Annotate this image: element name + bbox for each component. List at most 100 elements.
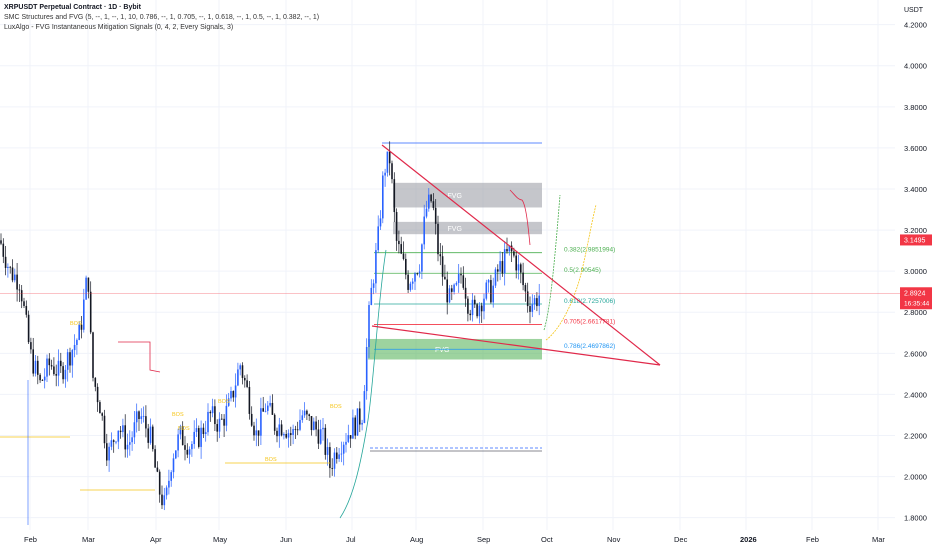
candle-body [172,458,175,473]
candle-body [71,350,74,366]
candle-body [188,449,191,455]
bos-label: BOS [172,412,184,418]
candle-body [347,435,350,442]
candle-body [140,416,143,420]
candle-body [260,408,262,436]
candle-body [460,273,462,276]
indicator-smc[interactable]: SMC Structures and FVG (5, --, 1, --, 1,… [4,14,320,21]
candle-body [402,253,405,259]
candle-body [382,175,384,219]
candle-body [483,298,485,312]
price-tick-label: 2.4000 [904,390,927,399]
candle-body [4,256,7,268]
candlestick-series [0,141,540,511]
price-tick-label: 1.8000 [904,514,927,523]
candle-body [101,413,103,416]
chart-grid [0,0,895,530]
candle-body [198,428,200,447]
candle-body [469,313,471,316]
candle-body [87,277,90,292]
candle-body [393,179,396,213]
candle-body [428,194,430,209]
candle-body [411,281,414,284]
candle-body [269,402,271,406]
candle-body [499,261,501,272]
candle-body [324,427,327,455]
candle-body [271,402,274,415]
candle-body [230,391,232,399]
candle-body [181,426,184,446]
price-tick-label: 3.2000 [904,226,927,235]
candle-body [177,434,179,451]
price-tick-label: 3.4000 [904,185,927,194]
candle-body [37,360,39,375]
price-tick-label: 4.2000 [904,21,927,30]
candle-body [278,424,281,437]
candle-body [152,426,154,450]
candle-body [276,430,278,437]
price-badge [900,287,932,310]
candle-body [89,291,92,333]
candle-body [27,314,30,343]
candle-body [96,386,99,403]
candle-body [69,352,71,366]
candle-body [441,256,444,277]
candle-body [294,429,297,430]
candle-body [345,441,347,445]
time-tick-label: Oct [541,535,554,544]
candle-body [218,418,221,432]
candle-body [363,391,366,423]
candle-body [283,434,285,436]
signal-line-green [339,249,387,519]
candle-body [333,452,336,469]
candle-body [168,480,170,488]
candle-body [365,347,368,392]
candle-body [524,285,527,292]
candle-body [515,255,517,271]
price-axis[interactable]: 4.2000 4.0000 3.8000 3.6000 3.4000 3.2000 3.00… [904,7,927,523]
candle-body [526,291,529,307]
candle-body [133,422,136,438]
indicator-luxalgo[interactable]: LuxAlgo - FVG Instantaneous Mitigation S… [4,24,234,31]
candle-body [50,365,53,367]
candle-body [221,418,223,420]
candle-body [158,471,161,495]
candle-body [372,283,375,288]
time-tick-label: Aug [410,535,423,544]
candle-body [310,416,313,431]
candle-body [538,295,540,307]
candle-body [285,434,287,438]
candle-body [503,249,506,274]
candle-body [126,444,129,450]
candle-body [202,427,205,435]
candle-body [395,212,398,241]
candle-body [138,411,140,420]
symbol-title[interactable]: XRPUSDT Perpetual Contract · 1D · Bybit [4,4,141,11]
candle-body [517,264,520,271]
candle-body [20,290,23,302]
candle-body [78,324,80,340]
candle-body [379,218,382,227]
candle-body [430,194,432,202]
candle-body [529,306,531,312]
candle-body [423,216,425,245]
candle-body [193,431,195,445]
candle-body [200,427,202,447]
bos-label: BOS [330,404,342,410]
candle-body [225,405,228,426]
candle-body [34,360,37,374]
candle-body [124,425,126,450]
bos-label: BOS [178,426,190,432]
time-axis[interactable]: Feb Mar Apr May Jun Jul Aug Sep Oct Nov Dec 2026 Feb… [24,535,885,544]
candle-body [30,342,32,350]
price-tick-label: 2.8000 [904,308,927,317]
time-tick-label: Feb [24,535,37,544]
candle-body [485,282,488,299]
time-tick-label: Nov [607,535,621,544]
candle-body [204,432,207,435]
candle-body [292,429,294,435]
candle-body [106,443,108,461]
candle-body [492,285,494,303]
candle-body [211,406,214,414]
